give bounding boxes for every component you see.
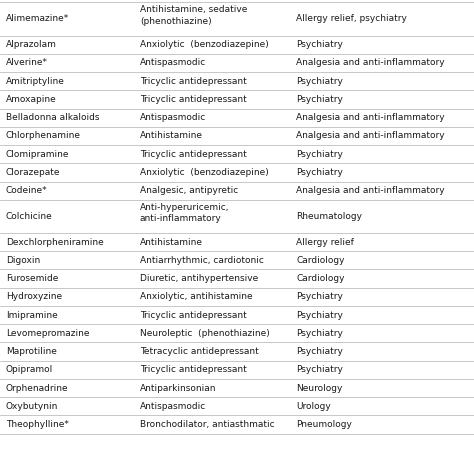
Text: Psychiatry: Psychiatry [296,168,343,177]
Text: Antihistamine, sedative
(phenothiazine): Antihistamine, sedative (phenothiazine) [140,5,247,26]
Text: Analgesia and anti-inflammatory: Analgesia and anti-inflammatory [296,113,445,122]
Text: Antihistamine: Antihistamine [140,237,203,246]
Text: Analgesic, antipyretic: Analgesic, antipyretic [140,186,238,195]
Text: Anti-hyperuricemic,
anti-inflammatory: Anti-hyperuricemic, anti-inflammatory [140,202,229,223]
Text: Clomipramine: Clomipramine [6,150,69,159]
Text: Cardiology: Cardiology [296,256,345,265]
Text: Hydroxyzine: Hydroxyzine [6,292,62,301]
Text: Urology: Urology [296,402,331,411]
Text: Alverine*: Alverine* [6,58,48,67]
Text: Allergy relief: Allergy relief [296,237,354,246]
Text: Antispasmodic: Antispasmodic [140,58,206,67]
Text: Oxybutynin: Oxybutynin [6,402,58,411]
Text: Amoxapine: Amoxapine [6,95,56,104]
Text: Maprotiline: Maprotiline [6,347,56,356]
Text: Codeine*: Codeine* [6,186,47,195]
Text: Digoxin: Digoxin [6,256,40,265]
Text: Antiarrhythmic, cardiotonic: Antiarrhythmic, cardiotonic [140,256,264,265]
Text: Colchicine: Colchicine [6,212,53,221]
Text: Cardiology: Cardiology [296,274,345,283]
Text: Pneumology: Pneumology [296,420,352,429]
Text: Levomepromazine: Levomepromazine [6,329,89,338]
Text: Clorazepate: Clorazepate [6,168,60,177]
Text: Tricyclic antidepressant: Tricyclic antidepressant [140,150,246,159]
Text: Psychiatry: Psychiatry [296,347,343,356]
Text: Antihistamine: Antihistamine [140,131,203,140]
Text: Tricyclic antidepressant: Tricyclic antidepressant [140,365,246,374]
Text: Psychiatry: Psychiatry [296,329,343,338]
Text: Belladonna alkaloids: Belladonna alkaloids [6,113,99,122]
Text: Allergy relief, psychiatry: Allergy relief, psychiatry [296,15,407,23]
Text: Furosemide: Furosemide [6,274,58,283]
Text: Orphenadrine: Orphenadrine [6,383,68,392]
Text: Antispasmodic: Antispasmodic [140,402,206,411]
Text: Amitriptyline: Amitriptyline [6,77,64,86]
Text: Imipramine: Imipramine [6,310,57,319]
Text: Anxiolytic, antihistamine: Anxiolytic, antihistamine [140,292,253,301]
Text: Diuretic, antihypertensive: Diuretic, antihypertensive [140,274,258,283]
Text: Analgesia and anti-inflammatory: Analgesia and anti-inflammatory [296,58,445,67]
Text: Psychiatry: Psychiatry [296,95,343,104]
Text: Psychiatry: Psychiatry [296,310,343,319]
Text: Neuroleptic  (phenothiazine): Neuroleptic (phenothiazine) [140,329,270,338]
Text: Theophylline*: Theophylline* [6,420,69,429]
Text: Tricyclic antidepressant: Tricyclic antidepressant [140,95,246,104]
Text: Chlorphenamine: Chlorphenamine [6,131,81,140]
Text: Psychiatry: Psychiatry [296,40,343,49]
Text: Alprazolam: Alprazolam [6,40,56,49]
Text: Bronchodilator, antiasthmatic: Bronchodilator, antiasthmatic [140,420,274,429]
Text: Tricyclic antidepressant: Tricyclic antidepressant [140,77,246,86]
Text: Psychiatry: Psychiatry [296,77,343,86]
Text: Psychiatry: Psychiatry [296,150,343,159]
Text: Tricyclic antidepressant: Tricyclic antidepressant [140,310,246,319]
Text: Psychiatry: Psychiatry [296,365,343,374]
Text: Rheumatology: Rheumatology [296,212,362,221]
Text: Psychiatry: Psychiatry [296,292,343,301]
Text: Analgesia and anti-inflammatory: Analgesia and anti-inflammatory [296,131,445,140]
Text: Anxiolytic  (benzodiazepine): Anxiolytic (benzodiazepine) [140,40,269,49]
Text: Antispasmodic: Antispasmodic [140,113,206,122]
Text: Opipramol: Opipramol [6,365,53,374]
Text: Alimemazine*: Alimemazine* [6,15,69,23]
Text: Tetracyclic antidepressant: Tetracyclic antidepressant [140,347,259,356]
Text: Anxiolytic  (benzodiazepine): Anxiolytic (benzodiazepine) [140,168,269,177]
Text: Neurology: Neurology [296,383,343,392]
Text: Antiparkinsonian: Antiparkinsonian [140,383,216,392]
Text: Analgesia and anti-inflammatory: Analgesia and anti-inflammatory [296,186,445,195]
Text: Dexchlorpheniramine: Dexchlorpheniramine [6,237,103,246]
